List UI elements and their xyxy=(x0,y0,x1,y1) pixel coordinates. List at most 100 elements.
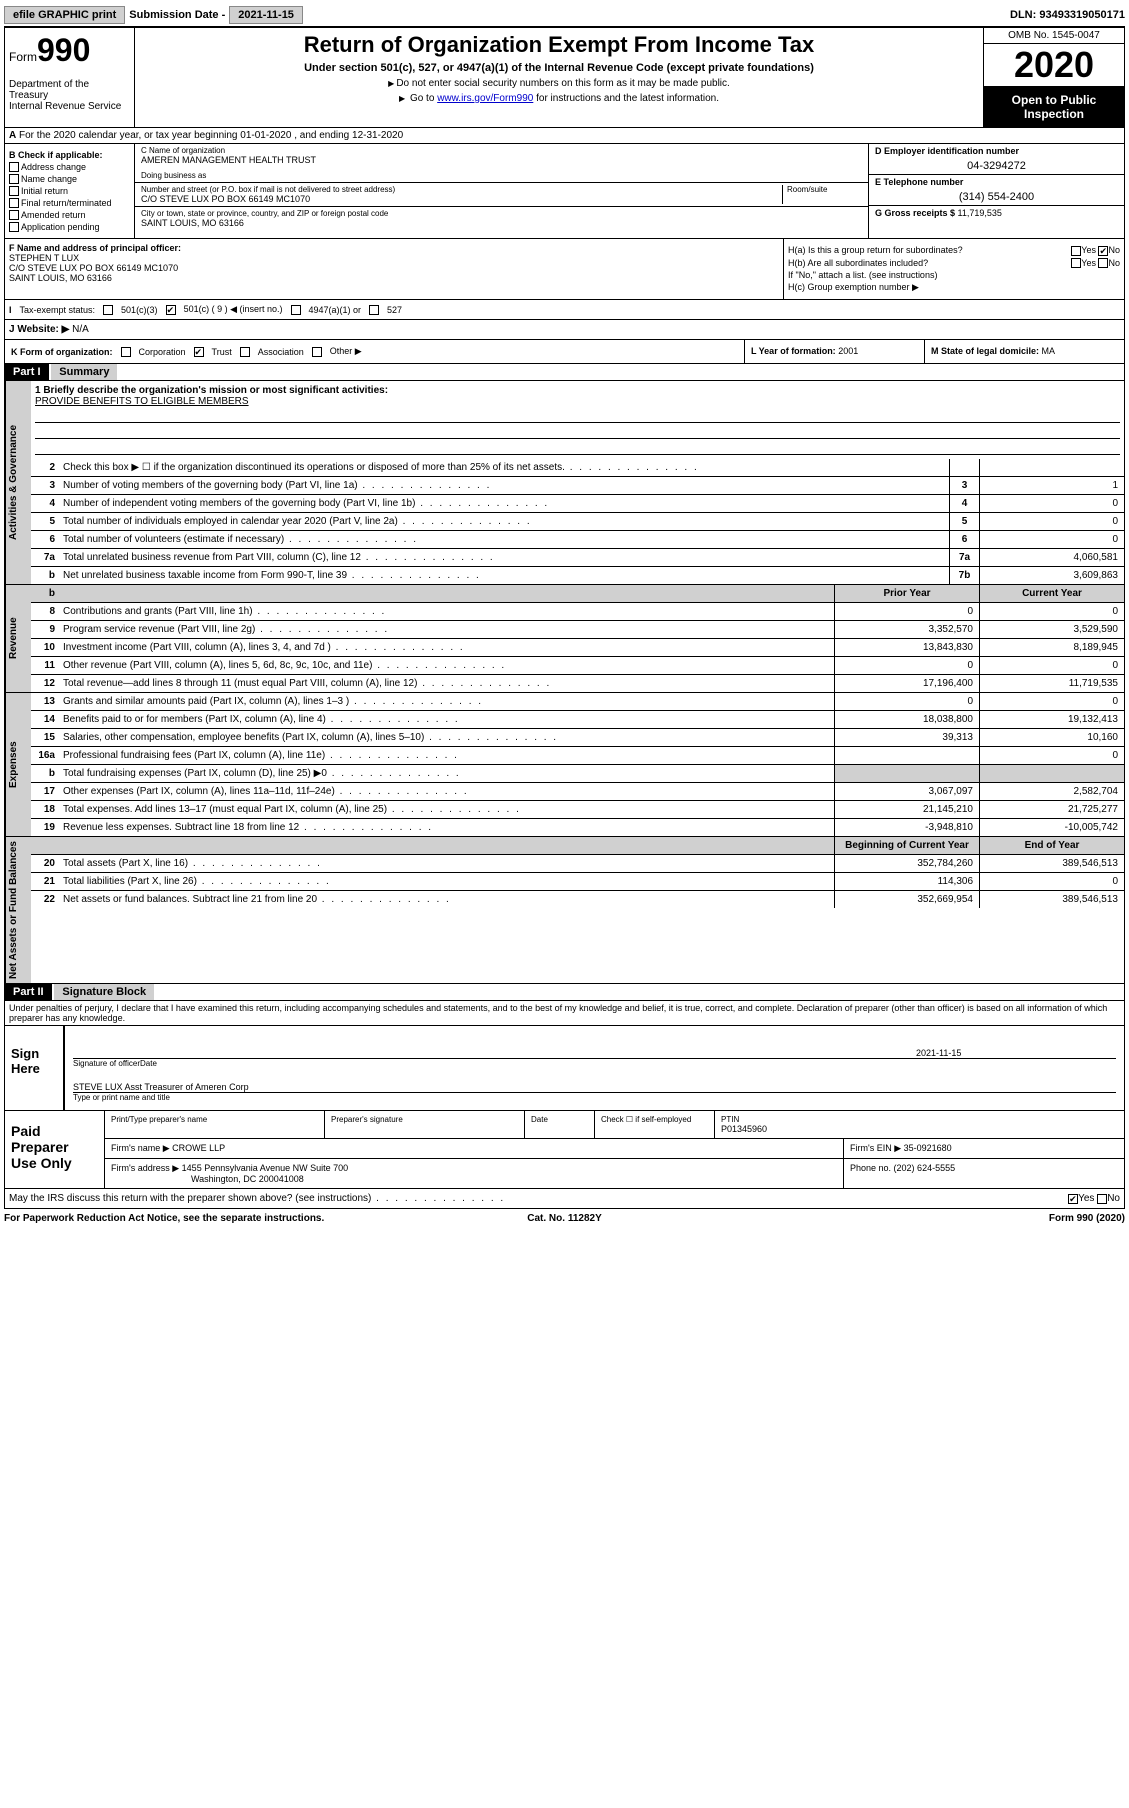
summary-line: bTotal fundraising expenses (Part IX, co… xyxy=(31,765,1124,783)
summary-line: 10Investment income (Part VIII, column (… xyxy=(31,639,1124,657)
summary-line: 5Total number of individuals employed in… xyxy=(31,513,1124,531)
summary-line: 18Total expenses. Add lines 13–17 (must … xyxy=(31,801,1124,819)
sign-block: Sign Here 2021-11-15 Signature of office… xyxy=(4,1026,1125,1111)
checkbox-amended[interactable] xyxy=(9,210,19,220)
website-value: N/A xyxy=(72,324,89,335)
preparer-block: Paid Preparer Use Only Print/Type prepar… xyxy=(4,1111,1125,1189)
summary-line: 3Number of voting members of the governi… xyxy=(31,477,1124,495)
efile-button[interactable]: efile GRAPHIC print xyxy=(4,6,125,24)
omb-number: OMB No. 1545-0047 xyxy=(984,28,1124,44)
part2-header: Part II xyxy=(5,984,52,1000)
checkbox-ha-yes[interactable] xyxy=(1071,246,1081,256)
section-revenue: Revenue b Prior Year Current Year 8Contr… xyxy=(4,585,1125,693)
summary-line: 7aTotal unrelated business revenue from … xyxy=(31,549,1124,567)
checkbox-hb-no[interactable] xyxy=(1098,258,1108,268)
perjury-statement: Under penalties of perjury, I declare th… xyxy=(4,1001,1125,1026)
checkbox-501c3[interactable] xyxy=(103,305,113,315)
part1-header: Part I xyxy=(5,364,49,380)
footer: For Paperwork Reduction Act Notice, see … xyxy=(4,1209,1125,1228)
checkbox-discuss-no[interactable] xyxy=(1097,1194,1107,1204)
firm-phone: (202) 624-5555 xyxy=(894,1163,956,1173)
summary-line: 11Other revenue (Part VIII, column (A), … xyxy=(31,657,1124,675)
checkbox-other[interactable] xyxy=(312,347,322,357)
year-formation: 2001 xyxy=(838,346,858,356)
signer-name: STEVE LUX Asst Treasurer of Ameren Corp xyxy=(73,1082,1116,1092)
gross-receipts: 11,719,535 xyxy=(958,208,1002,218)
box-d-e-g: D Employer identification number 04-3294… xyxy=(869,144,1124,238)
checkbox-4947[interactable] xyxy=(291,305,301,315)
box-b: B Check if applicable: Address change Na… xyxy=(5,144,135,238)
officer-row: F Name and address of principal officer:… xyxy=(4,239,1125,300)
checkbox-name-change[interactable] xyxy=(9,174,19,184)
checkbox-ha-no[interactable] xyxy=(1098,246,1108,256)
telephone: (314) 554-2400 xyxy=(875,191,1118,203)
officer-name: STEPHEN T LUX xyxy=(9,253,779,263)
form-of-org-row: K Form of organization: Corporation Trus… xyxy=(4,340,1125,364)
summary-line: 13Grants and similar amounts paid (Part … xyxy=(31,693,1124,711)
org-address: C/O STEVE LUX PO BOX 66149 MC1070 xyxy=(141,194,782,204)
section-expenses: Expenses 13Grants and similar amounts pa… xyxy=(4,693,1125,837)
dept-label: Department of the Treasury Internal Reve… xyxy=(9,79,130,112)
checkbox-discuss-yes[interactable] xyxy=(1068,1194,1078,1204)
discuss-row: May the IRS discuss this return with the… xyxy=(4,1189,1125,1209)
checkbox-527[interactable] xyxy=(369,305,379,315)
section-governance: Activities & Governance 1 Briefly descri… xyxy=(4,381,1125,585)
org-city: SAINT LOUIS, MO 63166 xyxy=(141,218,862,228)
form-title: Return of Organization Exempt From Incom… xyxy=(139,32,979,58)
irs-link[interactable]: www.irs.gov/Form990 xyxy=(437,93,533,104)
sidelabel-governance: Activities & Governance xyxy=(5,381,31,584)
summary-line: 17Other expenses (Part IX, column (A), l… xyxy=(31,783,1124,801)
checkbox-501c[interactable] xyxy=(166,305,176,315)
firm-ein: 35-0921680 xyxy=(904,1143,952,1153)
summary-line: 21Total liabilities (Part X, line 26)114… xyxy=(31,873,1124,891)
firm-name: CROWE LLP xyxy=(172,1143,225,1153)
row-a-taxyear: A For the 2020 calendar year, or tax yea… xyxy=(4,128,1125,144)
checkbox-trust[interactable] xyxy=(194,347,204,357)
sidelabel-revenue: Revenue xyxy=(5,585,31,692)
summary-line: 6Total number of volunteers (estimate if… xyxy=(31,531,1124,549)
checkbox-final[interactable] xyxy=(9,198,19,208)
summary-line: 14Benefits paid to or for members (Part … xyxy=(31,711,1124,729)
org-name: AMEREN MANAGEMENT HEALTH TRUST xyxy=(141,155,862,165)
summary-line: 8Contributions and grants (Part VIII, li… xyxy=(31,603,1124,621)
sign-date: 2021-11-15 xyxy=(916,1048,1116,1058)
topbar: efile GRAPHIC print Submission Date - 20… xyxy=(4,4,1125,27)
summary-line: 22Net assets or fund balances. Subtract … xyxy=(31,891,1124,908)
tax-exempt-status: ITax-exempt status: 501(c)(3) 501(c) ( 9… xyxy=(4,300,1125,320)
website-row: J Website: ▶ N/A xyxy=(4,320,1125,340)
checkbox-hb-yes[interactable] xyxy=(1071,258,1081,268)
mission-text: PROVIDE BENEFITS TO ELIGIBLE MEMBERS xyxy=(35,396,1120,407)
ein: 04-3294272 xyxy=(875,160,1118,172)
submission-date-label: Submission Date - xyxy=(129,9,225,21)
checkbox-addr-change[interactable] xyxy=(9,162,19,172)
link-note: Go to www.irs.gov/Form990 for instructio… xyxy=(139,93,979,104)
dln: DLN: 93493319050171 xyxy=(1010,9,1125,21)
checkbox-corp[interactable] xyxy=(121,347,131,357)
checkbox-assoc[interactable] xyxy=(240,347,250,357)
summary-line: 4Number of independent voting members of… xyxy=(31,495,1124,513)
box-c: C Name of organization AMEREN MANAGEMENT… xyxy=(135,144,869,238)
summary-line: 15Salaries, other compensation, employee… xyxy=(31,729,1124,747)
tax-year: 2020 xyxy=(984,44,1124,87)
part1-title: Summary xyxy=(51,364,117,380)
open-to-public: Open to Public Inspection xyxy=(984,87,1124,127)
ptin: P01345960 xyxy=(721,1124,1118,1134)
summary-line: 20Total assets (Part X, line 16)352,784,… xyxy=(31,855,1124,873)
sidelabel-expenses: Expenses xyxy=(5,693,31,836)
sidelabel-netassets: Net Assets or Fund Balances xyxy=(5,837,31,983)
part2-title: Signature Block xyxy=(54,984,154,1000)
checkbox-pending[interactable] xyxy=(9,222,19,232)
summary-line: 2Check this box ▶ ☐ if the organization … xyxy=(31,459,1124,477)
form-number: Form990 xyxy=(9,32,130,69)
form-header: Form990 Department of the Treasury Inter… xyxy=(4,27,1125,128)
section-netassets: Net Assets or Fund Balances Beginning of… xyxy=(4,837,1125,984)
form-subtitle: Under section 501(c), 527, or 4947(a)(1)… xyxy=(139,62,979,74)
summary-line: bNet unrelated business taxable income f… xyxy=(31,567,1124,584)
checkbox-initial[interactable] xyxy=(9,186,19,196)
summary-line: 16aProfessional fundraising fees (Part I… xyxy=(31,747,1124,765)
summary-line: 19Revenue less expenses. Subtract line 1… xyxy=(31,819,1124,836)
entity-block: B Check if applicable: Address change Na… xyxy=(4,144,1125,239)
summary-line: 9Program service revenue (Part VIII, lin… xyxy=(31,621,1124,639)
summary-line: 12Total revenue—add lines 8 through 11 (… xyxy=(31,675,1124,692)
ssn-note: Do not enter social security numbers on … xyxy=(139,78,979,89)
